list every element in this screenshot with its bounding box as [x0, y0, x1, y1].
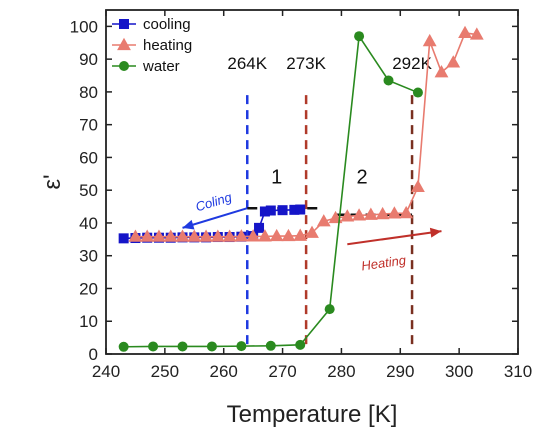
point-water-8 [354, 31, 365, 42]
data-series [118, 25, 484, 352]
point-heating-18 [340, 209, 355, 222]
point-heating-29 [469, 27, 484, 40]
point-heating-14 [293, 228, 308, 241]
point-heating-22 [387, 206, 402, 219]
point-water-2 [177, 341, 188, 352]
y-tick-label-30: 30 [79, 247, 98, 266]
region-label-2: 2 [356, 167, 367, 189]
arrow-1-head [182, 219, 195, 230]
point-heating-6 [199, 229, 213, 242]
point-water-0 [118, 341, 129, 352]
x-tick-label-300: 300 [445, 362, 473, 381]
y-tick-label-60: 60 [79, 148, 98, 167]
legend-marker-water [119, 61, 129, 71]
point-heating-23 [399, 205, 414, 219]
annotations: 264K 273K 292K 1 2 Coling Heating [182, 54, 442, 345]
arrow-label-1: Coling [194, 189, 234, 214]
arrow-1 [182, 207, 248, 230]
point-water-3 [206, 341, 217, 352]
point-cooling-12 [254, 222, 265, 233]
point-water-7 [324, 304, 335, 315]
point-water-6 [295, 339, 306, 350]
legend-label-water: water [142, 58, 180, 75]
arrow-2 [347, 227, 442, 246]
point-heating-7 [210, 229, 225, 242]
point-heating-11 [258, 229, 272, 242]
x-tick-label-260: 260 [210, 362, 238, 381]
point-heating-16 [316, 214, 331, 227]
point-heating-10 [246, 229, 261, 242]
y-tick-label-70: 70 [79, 116, 98, 135]
point-heating-5 [187, 229, 202, 242]
legend-label-cooling: cooling [143, 16, 191, 33]
x-tick-label-250: 250 [151, 362, 179, 381]
y-tick-label-80: 80 [79, 83, 98, 102]
series-heating [128, 25, 484, 242]
point-heating-15 [305, 225, 319, 238]
point-cooling-17 [295, 204, 306, 215]
point-cooling-14 [265, 205, 276, 216]
point-water-9 [383, 75, 394, 86]
point-heating-26 [434, 65, 449, 78]
point-heating-25 [422, 33, 437, 47]
arrow-2-head [429, 227, 442, 238]
arrow-label-2: Heating [360, 252, 407, 273]
series-line-water [123, 33, 419, 348]
y-tick-label-90: 90 [79, 50, 98, 69]
point-cooling-0 [118, 233, 129, 244]
point-heating-12 [269, 228, 284, 242]
y-tick-label-20: 20 [79, 279, 98, 298]
legend-label-heating: heating [143, 37, 192, 54]
point-heating-8 [222, 229, 237, 242]
point-heating-4 [175, 229, 190, 242]
x-tick-label-290: 290 [386, 362, 414, 381]
plot-frame [105, 9, 519, 355]
point-heating-24 [411, 179, 425, 193]
point-water-5 [265, 340, 276, 351]
point-heating-28 [458, 25, 472, 39]
point-heating-21 [375, 206, 390, 220]
point-heating-1 [140, 229, 155, 242]
x-tick-label-280: 280 [327, 362, 355, 381]
transition-label-2: 273K [286, 54, 326, 73]
legend-marker-cooling [119, 19, 129, 29]
point-cooling-15 [277, 205, 288, 216]
transition-label-1: 264K [227, 54, 267, 73]
y-axis-title: ε' [39, 174, 66, 189]
x-tick-label-310: 310 [504, 362, 532, 381]
point-heating-13 [281, 228, 296, 242]
legend: cooling heating water [112, 16, 192, 75]
point-water-4 [236, 341, 247, 352]
y-tick-label-50: 50 [79, 181, 98, 200]
arrow-2-shaft [347, 230, 442, 246]
y-tick-label-100: 100 [70, 17, 98, 36]
transition-label-3: 292K [392, 54, 432, 73]
point-heating-3 [163, 229, 178, 242]
point-water-1 [148, 341, 159, 352]
x-tick-label-240: 240 [92, 362, 120, 381]
axis-ticks: 240 250 260 270 280 290 300 3100102030405060708… [70, 10, 532, 381]
y-tick-label-0: 0 [89, 345, 98, 364]
x-axis-title: Temperature [K] [227, 401, 398, 428]
point-cooling-13 [259, 206, 270, 217]
x-tick-label-270: 270 [268, 362, 296, 381]
point-water-10 [412, 87, 423, 98]
point-cooling-16 [289, 204, 300, 215]
point-heating-2 [152, 229, 166, 242]
point-heating-27 [446, 55, 461, 68]
point-heating-0 [128, 229, 143, 242]
point-heating-20 [363, 207, 378, 220]
region-label-1: 1 [271, 167, 282, 189]
y-tick-label-10: 10 [79, 312, 98, 331]
arrow-1-shaft [182, 207, 248, 229]
legend-marker-heating [117, 37, 131, 51]
point-heating-9 [234, 229, 249, 242]
y-tick-label-40: 40 [79, 214, 98, 233]
point-heating-19 [352, 208, 366, 221]
series-water [118, 31, 423, 352]
